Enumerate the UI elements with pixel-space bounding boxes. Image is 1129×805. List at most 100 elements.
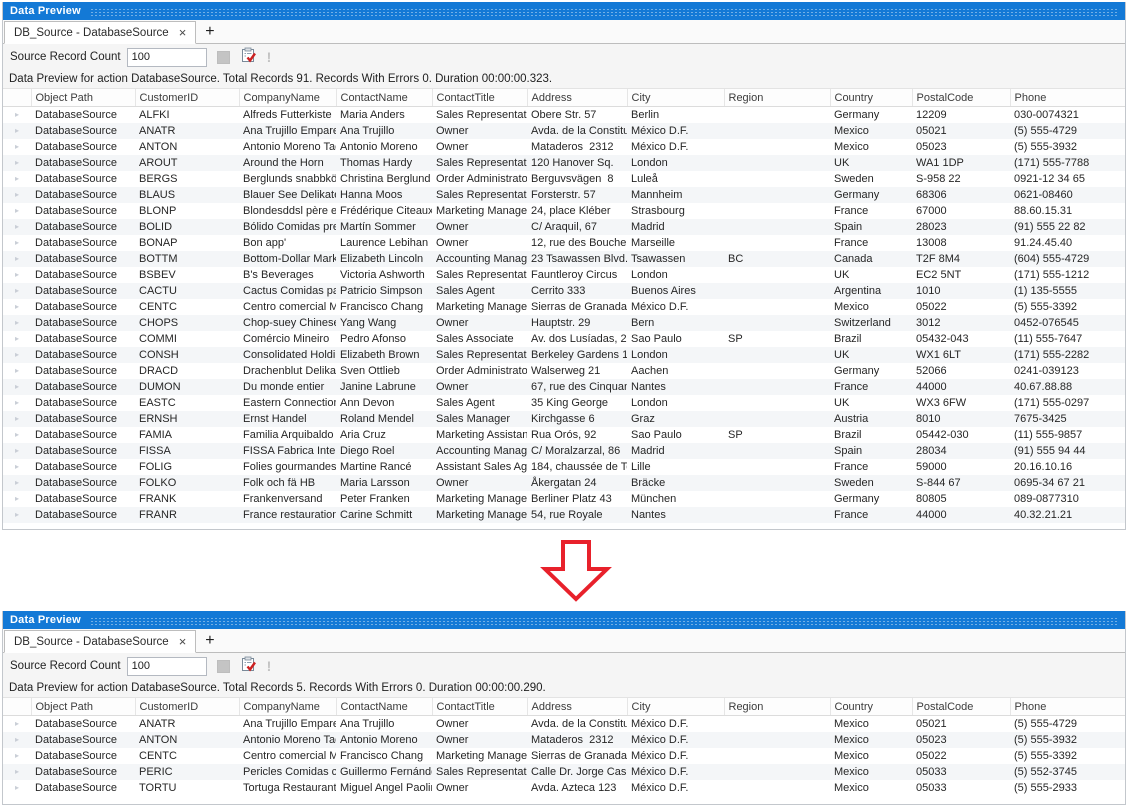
column-header[interactable]: Address	[526, 697, 627, 716]
column-header[interactable]: Object Path	[30, 697, 135, 716]
table-row[interactable]: ▸ DatabaseSource ANTON Antonio Moreno Taqu A…	[3, 139, 1125, 155]
column-header[interactable]: Address	[526, 88, 627, 107]
table-row[interactable]: ▸ DatabaseSource FRANR France restauration C…	[3, 507, 1125, 523]
row-expander-icon[interactable]: ▸	[14, 510, 19, 519]
cell: Marketing Manager	[436, 750, 527, 762]
row-expander-icon[interactable]: ▸	[14, 318, 19, 327]
column-header[interactable]: ContactName	[335, 697, 432, 716]
table-row[interactable]: ▸ DatabaseSource FRANK Frankenversand Peter …	[3, 491, 1125, 507]
table-row[interactable]: ▸ DatabaseSource FOLIG Folies gourmandes Mar…	[3, 459, 1125, 475]
table-row[interactable]: ▸ DatabaseSource ANTON Antonio Moreno Taqu A…	[3, 732, 1125, 748]
row-expander-icon[interactable]: ▸	[14, 110, 19, 119]
column-header[interactable]: City	[626, 88, 724, 107]
table-row[interactable]: ▸ DatabaseSource FISSA FISSA Fabrica Inter.…	[3, 443, 1125, 459]
column-header[interactable]: Country	[829, 88, 912, 107]
column-header[interactable]: ContactName	[335, 88, 432, 107]
clipboard-check-icon[interactable]	[240, 47, 257, 67]
table-row[interactable]: ▸ DatabaseSource FAMIA Familia Arquibaldo Ar…	[3, 427, 1125, 443]
clipboard-check-icon[interactable]	[240, 656, 257, 676]
record-count-input[interactable]	[126, 656, 207, 676]
close-icon[interactable]: ×	[178, 634, 187, 649]
table-row[interactable]: ▸ DatabaseSource COMMI Comércio Mineiro Pedr…	[3, 331, 1125, 347]
row-expander-icon[interactable]: ▸	[14, 735, 19, 744]
table-row[interactable]: ▸ DatabaseSource TORTU Tortuga Restaurante M…	[3, 780, 1125, 796]
row-expander-icon[interactable]: ▸	[14, 719, 19, 728]
table-row[interactable]: ▸ DatabaseSource BSBEV B's Beverages Victori…	[3, 267, 1125, 283]
row-expander-icon[interactable]: ▸	[14, 302, 19, 311]
table-row[interactable]: ▸ DatabaseSource CHOPS Chop-suey Chinese Yan…	[3, 315, 1125, 331]
row-expander-icon[interactable]: ▸	[14, 478, 19, 487]
row-expander-icon[interactable]: ▸	[14, 751, 19, 760]
add-tab-button[interactable]: +	[205, 23, 215, 40]
tab-db-source[interactable]: DB_Source - DatabaseSource ×	[4, 630, 197, 653]
table-row[interactable]: ▸ DatabaseSource CONSH Consolidated Holding…	[3, 347, 1125, 363]
row-expander-icon[interactable]: ▸	[14, 430, 19, 439]
row-expander-icon[interactable]: ▸	[14, 158, 19, 167]
row-expander-icon[interactable]: ▸	[14, 382, 19, 391]
table-row[interactable]: ▸ DatabaseSource BOTTM Bottom-Dollar Market…	[3, 251, 1125, 267]
row-expander-icon[interactable]: ▸	[14, 174, 19, 183]
table-row[interactable]: ▸ DatabaseSource ERNSH Ernst Handel Roland M…	[3, 411, 1125, 427]
row-expander-icon[interactable]: ▸	[14, 414, 19, 423]
column-header[interactable]: Region	[723, 697, 830, 716]
add-tab-button[interactable]: +	[205, 632, 215, 649]
table-row[interactable]: ▸ DatabaseSource ALFKI Alfreds Futterkiste M…	[3, 107, 1125, 124]
column-header[interactable]: CompanyName	[238, 88, 336, 107]
row-expander-icon[interactable]: ▸	[14, 270, 19, 279]
row-expander-icon[interactable]: ▸	[14, 286, 19, 295]
row-expander-icon[interactable]: ▸	[14, 350, 19, 359]
row-expander-icon[interactable]: ▸	[14, 366, 19, 375]
table-row[interactable]: ▸ DatabaseSource CENTC Centro comercial Moc…	[3, 299, 1125, 315]
column-header[interactable]: CompanyName	[238, 697, 336, 716]
tab-db-source[interactable]: DB_Source - DatabaseSource ×	[4, 21, 197, 44]
row-expander-icon[interactable]: ▸	[14, 126, 19, 135]
cell: DatabaseSource	[35, 477, 117, 489]
table-row[interactable]: ▸ DatabaseSource FOLKO Folk och fä HB Maria …	[3, 475, 1125, 491]
column-header[interactable]: ContactTitle	[431, 88, 527, 107]
row-expander-icon[interactable]: ▸	[14, 334, 19, 343]
column-header[interactable]: ContactTitle	[431, 697, 527, 716]
table-row[interactable]: ▸ DatabaseSource CACTU Cactus Comidas para …	[3, 283, 1125, 299]
row-expander-icon[interactable]: ▸	[14, 446, 19, 455]
row-expander-icon[interactable]: ▸	[14, 190, 19, 199]
table-row[interactable]: ▸ DatabaseSource BOLID Bólido Comidas prepa…	[3, 219, 1125, 235]
window-titlebar[interactable]: Data Preview	[3, 2, 1125, 20]
row-expander-icon[interactable]: ▸	[14, 462, 19, 471]
row-expander-icon[interactable]: ▸	[14, 206, 19, 215]
table-row[interactable]: ▸ DatabaseSource BLAUS Blauer See Delikates…	[3, 187, 1125, 203]
column-header[interactable]: PostalCode	[911, 88, 1010, 107]
column-header[interactable]: PostalCode	[911, 697, 1010, 716]
table-row[interactable]: ▸ DatabaseSource BLONP Blondesddsl père et …	[3, 203, 1125, 219]
column-header[interactable]: CustomerID	[134, 88, 239, 107]
table-row[interactable]: ▸ DatabaseSource DUMON Du monde entier Janin…	[3, 379, 1125, 395]
record-count-input[interactable]	[126, 47, 207, 67]
column-header[interactable]: Object Path	[30, 88, 135, 107]
row-expander-icon[interactable]: ▸	[14, 783, 19, 792]
table-row[interactable]: ▸ DatabaseSource EASTC Eastern Connection An…	[3, 395, 1125, 411]
column-header[interactable]: Phone	[1009, 697, 1125, 716]
row-expander-icon[interactable]: ▸	[14, 142, 19, 151]
table-row[interactable]: ▸ DatabaseSource BERGS Berglunds snabbköp Ch…	[3, 171, 1125, 187]
table-row[interactable]: ▸ DatabaseSource BONAP Bon app' Laurence Leb…	[3, 235, 1125, 251]
column-header[interactable]: Region	[723, 88, 830, 107]
table-row[interactable]: ▸ DatabaseSource DRACD Drachenblut Delikate…	[3, 363, 1125, 379]
row-expander-icon[interactable]: ▸	[14, 254, 19, 263]
table-row[interactable]: ▸ DatabaseSource PERIC Pericles Comidas clá…	[3, 764, 1125, 780]
table-row[interactable]: ▸ DatabaseSource ANATR Ana Trujillo Empared…	[3, 123, 1125, 139]
window-titlebar[interactable]: Data Preview	[3, 611, 1125, 629]
column-header[interactable]: Country	[829, 697, 912, 716]
row-expander-icon[interactable]: ▸	[14, 767, 19, 776]
column-header[interactable]: City	[626, 697, 724, 716]
table-row[interactable]: ▸ DatabaseSource ANATR Ana Trujillo Empared…	[3, 716, 1125, 733]
close-icon[interactable]: ×	[178, 25, 187, 40]
row-expander-icon[interactable]: ▸	[14, 398, 19, 407]
cell: Antonio Moreno Taqu	[243, 734, 336, 746]
row-expander-icon[interactable]: ▸	[14, 238, 19, 247]
table-row[interactable]: ▸ DatabaseSource CENTC Centro comercial Moc…	[3, 748, 1125, 764]
row-expander-icon[interactable]: ▸	[14, 222, 19, 231]
column-header[interactable]: CustomerID	[134, 697, 239, 716]
cell	[724, 395, 830, 411]
table-row[interactable]: ▸ DatabaseSource AROUT Around the Horn Thoma…	[3, 155, 1125, 171]
row-expander-icon[interactable]: ▸	[14, 494, 19, 503]
column-header[interactable]: Phone	[1009, 88, 1125, 107]
